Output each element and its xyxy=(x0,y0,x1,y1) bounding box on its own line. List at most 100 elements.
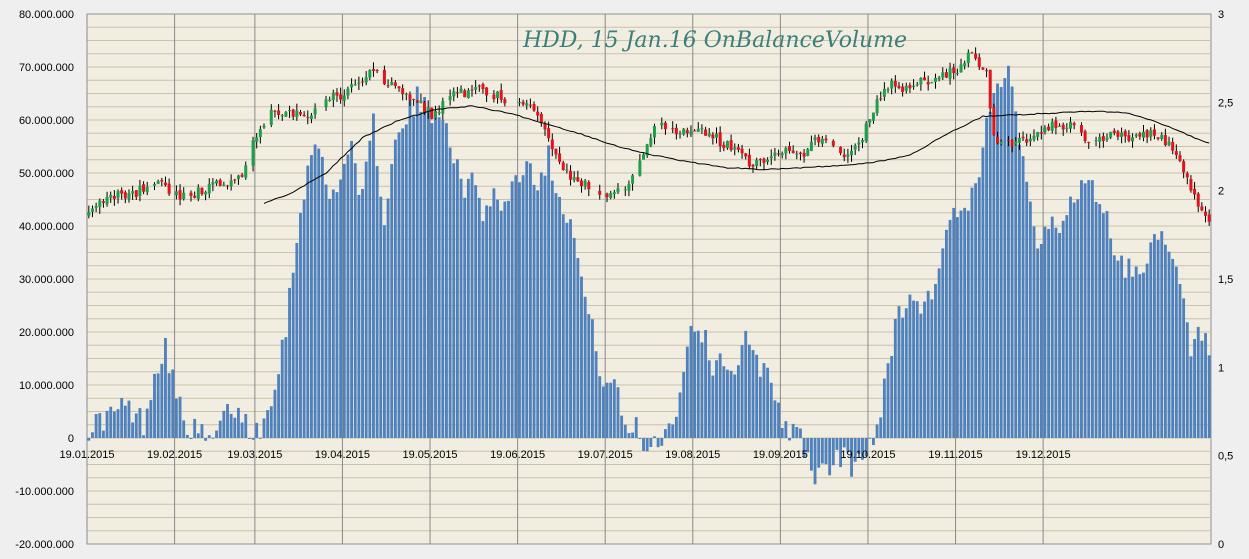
candle-body xyxy=(1065,127,1069,129)
left-axis-tick-label: -10.000.000 xyxy=(15,486,74,498)
obv-bar xyxy=(828,438,832,476)
candle-body xyxy=(777,153,781,155)
candle-body xyxy=(174,191,178,196)
obv-bar xyxy=(215,430,218,438)
candle-body xyxy=(948,68,952,79)
obv-bar xyxy=(277,374,281,438)
candle-body xyxy=(426,107,430,113)
candle-body xyxy=(291,109,295,117)
obv-bar xyxy=(963,207,967,438)
candle-body xyxy=(1054,120,1058,128)
obv-bar xyxy=(799,428,802,438)
candle-body xyxy=(652,126,656,138)
obv-bar xyxy=(364,161,368,438)
obv-bar xyxy=(587,314,591,438)
candle-body xyxy=(729,140,733,151)
candle-body xyxy=(798,152,802,154)
candle-body xyxy=(901,86,905,92)
candle-body xyxy=(1006,139,1010,141)
candle-body xyxy=(1167,141,1171,146)
obv-bar xyxy=(182,420,186,438)
obv-bar xyxy=(441,119,445,438)
obv-bar xyxy=(1043,226,1047,438)
candle-body xyxy=(937,77,941,80)
obv-bar xyxy=(788,438,791,441)
candle-body xyxy=(930,82,934,84)
candle-body xyxy=(280,115,284,117)
obv-bar xyxy=(784,421,788,438)
obv-bar xyxy=(488,206,492,438)
obv-bar xyxy=(142,435,145,438)
candle-body xyxy=(404,93,408,95)
obv-bar xyxy=(466,178,470,438)
candle-body xyxy=(999,141,1003,145)
obv-bar xyxy=(382,225,386,438)
obv-bar xyxy=(861,438,864,460)
obv-bar xyxy=(955,217,959,438)
obv-bar xyxy=(160,363,164,438)
obv-bar xyxy=(576,258,580,438)
obv-bar xyxy=(751,350,755,438)
obv-bar xyxy=(678,392,682,438)
obv-bar xyxy=(755,354,759,438)
candle-body xyxy=(215,180,219,184)
candle-body xyxy=(207,183,211,194)
obv-bar xyxy=(222,410,226,438)
obv-bar xyxy=(948,219,952,438)
candle-body xyxy=(1105,137,1109,140)
obv-bar xyxy=(1204,333,1207,438)
obv-bar xyxy=(671,424,675,438)
candle-body xyxy=(780,153,784,156)
obv-bar xyxy=(430,123,434,438)
candle-body xyxy=(583,180,587,187)
left-axis-ticks: 80.000.000 70.000.000 60.000.000 50.000.000… xyxy=(15,9,74,551)
candle-body xyxy=(802,152,806,157)
obv-bar xyxy=(247,438,251,439)
obv-bar xyxy=(700,342,704,438)
obv-bar xyxy=(926,290,930,438)
candle-body xyxy=(109,195,113,198)
candle-body xyxy=(401,88,405,95)
obv-bar xyxy=(809,438,813,471)
candle-body xyxy=(1200,206,1204,211)
candle-body xyxy=(452,91,456,97)
left-axis-tick-label: 40.000.000 xyxy=(19,221,74,233)
obv-bar xyxy=(1167,251,1171,438)
obv-bar xyxy=(1160,231,1164,438)
candle-body xyxy=(368,70,372,78)
obv-bar xyxy=(1028,201,1032,438)
candle-body xyxy=(1185,173,1189,178)
candle-body xyxy=(1152,129,1156,136)
obv-bar xyxy=(642,438,645,452)
candle-body xyxy=(131,191,135,194)
obv-bar xyxy=(401,128,405,438)
obv-bar xyxy=(1010,86,1014,438)
candle-body xyxy=(1032,135,1036,140)
candle-body xyxy=(882,88,886,97)
obv-bar xyxy=(1142,272,1145,438)
obv-bar xyxy=(1182,298,1186,438)
candle-body xyxy=(309,115,313,119)
left-axis-tick-label: 30.000.000 xyxy=(19,274,74,286)
candle-body xyxy=(707,133,711,136)
candle-body xyxy=(689,131,693,135)
left-axis-tick-label: 60.000.000 xyxy=(19,115,74,127)
obv-bar xyxy=(1069,196,1072,438)
candle-body xyxy=(222,184,226,186)
candle-body xyxy=(722,144,726,149)
candle-body xyxy=(824,138,828,141)
left-axis-tick-label: 80.000.000 xyxy=(19,9,74,21)
obv-bar xyxy=(226,404,229,438)
candle-body xyxy=(831,140,835,146)
x-axis-tick-label: 19.08.2015 xyxy=(665,449,720,461)
candle-body xyxy=(736,147,740,150)
candle-body xyxy=(382,69,386,85)
obv-bar xyxy=(375,166,379,438)
obv-bar xyxy=(1174,266,1178,438)
obv-bar xyxy=(1058,233,1061,438)
candle-body xyxy=(598,190,602,195)
obv-bar xyxy=(656,438,660,448)
obv-bar xyxy=(105,410,109,438)
right-axis-tick-label: 1,5 xyxy=(1218,274,1233,286)
candle-body xyxy=(134,190,138,197)
